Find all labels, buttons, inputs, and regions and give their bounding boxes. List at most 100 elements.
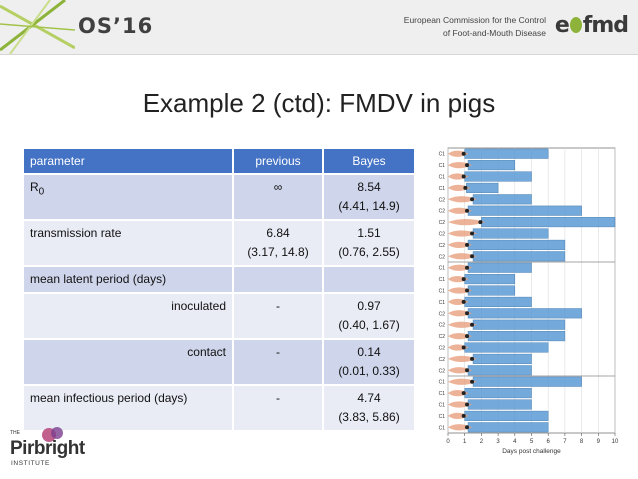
infectious-period-bar	[467, 365, 532, 376]
cell-previous	[233, 265, 324, 293]
row-label: C1	[439, 300, 446, 306]
cell-parameter: mean infectious period (days)	[24, 384, 234, 430]
infectious-period-bar	[466, 182, 499, 193]
latent-estimate-point	[461, 413, 466, 418]
latent-distribution-violin	[448, 230, 478, 237]
x-tick-label: 4	[513, 439, 517, 445]
x-tick-label: 7	[563, 439, 567, 445]
table-row: mean latent period (days)	[24, 265, 416, 293]
latent-estimate-point	[465, 402, 470, 407]
latent-estimate-point	[470, 356, 475, 361]
row-label: C2	[439, 220, 446, 226]
table-row: inoculated - 0.97 (0.40, 1.67)	[24, 292, 416, 339]
latent-estimate-point	[465, 425, 470, 430]
latent-estimate-point	[461, 151, 466, 156]
row-label: C1	[439, 163, 446, 169]
infectious-period-bar	[464, 171, 532, 182]
latent-estimate-point	[465, 208, 470, 213]
x-tick-label: 8	[580, 439, 584, 445]
row-label: C2	[439, 254, 446, 260]
cell-parameter: mean latent period (days)	[24, 265, 234, 293]
infectious-period-bar	[467, 331, 566, 342]
table-row: R0 ∞ 8.54 (4.41, 14.9)	[24, 173, 416, 220]
row-label: C2	[439, 334, 446, 340]
latent-distribution-violin	[448, 253, 478, 260]
column-header-bayes: Bayes	[323, 149, 416, 174]
latent-distribution-violin	[448, 321, 478, 328]
row-label: C1	[439, 403, 446, 409]
eufmd-logo-text: e fmd	[554, 13, 629, 38]
row-label: C1	[439, 266, 446, 272]
table-header-row: parameter previous Bayes	[24, 149, 416, 174]
infectious-period-bar	[472, 251, 566, 262]
cell-parameter: transmission rate	[24, 219, 234, 266]
infectious-period-bar	[472, 319, 566, 330]
infectious-period-bar	[472, 353, 532, 364]
cell-previous: -	[233, 384, 324, 430]
row-label: C2	[439, 368, 446, 374]
latent-estimate-point	[461, 391, 466, 396]
infectious-period-bar	[467, 205, 582, 216]
latent-estimate-point	[470, 197, 475, 202]
latent-estimate-point	[465, 368, 470, 373]
cell-bayes	[323, 265, 416, 293]
latent-estimate-point	[461, 174, 466, 179]
row-label: C1	[439, 414, 446, 420]
column-header-parameter: parameter	[24, 149, 234, 174]
latent-estimate-point	[465, 334, 470, 339]
row-label: C1	[439, 152, 446, 158]
org-name-line-1: European Commission for the Control	[403, 15, 546, 25]
x-tick-label: 5	[530, 439, 534, 445]
row-label: C2	[439, 323, 446, 329]
cell-bayes: 1.51 (0.76, 2.55)	[323, 219, 416, 266]
infectious-period-bar	[464, 296, 532, 307]
x-tick-label: 10	[612, 439, 619, 445]
infectious-period-bar	[464, 410, 549, 421]
infectious-period-bar	[467, 160, 516, 171]
infectious-period-bar	[472, 194, 532, 205]
infectious-period-bar	[472, 228, 549, 239]
slide-title: Example 2 (ctd): FMDV in pigs	[142, 88, 496, 118]
infectious-period-bar	[467, 399, 532, 410]
cell-previous: 6.84 (3.17, 14.8)	[233, 219, 324, 266]
infectious-period-bar	[464, 148, 549, 159]
infectious-period-bar	[467, 239, 566, 250]
cell-previous: ∞	[233, 173, 324, 220]
table-row: contact - 0.14 (0.01, 0.33)	[24, 338, 416, 385]
row-label: C1	[439, 380, 446, 386]
infectious-period-bar	[464, 342, 549, 353]
latent-estimate-point	[470, 254, 475, 259]
row-label: C1	[439, 289, 446, 295]
latent-estimate-point	[463, 185, 468, 190]
cell-bayes: 0.14 (0.01, 0.33)	[323, 338, 416, 385]
latent-distribution-violin	[448, 378, 478, 385]
infectious-period-bar	[467, 308, 582, 319]
latent-estimate-point	[465, 163, 470, 168]
row-label: C1	[439, 175, 446, 181]
row-label: C1	[439, 277, 446, 283]
infectious-period-bar	[464, 388, 532, 399]
row-label: C2	[439, 197, 446, 203]
x-tick-label: 9	[597, 439, 601, 445]
latent-distribution-violin	[448, 218, 486, 226]
latent-estimate-point	[461, 299, 466, 304]
cell-bayes: 4.74 (3.83, 5.86)	[323, 384, 416, 430]
decorative-lines-graphic	[0, 0, 75, 54]
org-name-line-2: of Foot-and-Mouth Disease	[443, 28, 546, 38]
latent-distribution-violin	[448, 355, 478, 363]
row-label: C1	[439, 186, 446, 192]
infectious-period-bar	[464, 274, 516, 285]
column-header-previous: previous	[233, 149, 324, 174]
row-label: C2	[439, 209, 446, 215]
infectious-period-bar	[467, 285, 516, 296]
latent-estimate-point	[465, 265, 470, 270]
cell-bayes: 8.54 (4.41, 14.9)	[323, 173, 416, 220]
x-tick-label: 3	[496, 439, 500, 445]
latent-estimate-point	[461, 345, 466, 350]
latent-estimate-point	[461, 277, 466, 282]
cell-parameter: R0	[24, 173, 234, 220]
x-tick-label: 0	[446, 439, 450, 445]
cell-previous: -	[233, 338, 324, 385]
infection-timeline-chart: C1 C1 C1 C1 C2 C2 C2 C2 C2 C2 C1 C1 C1 C1 C2 C2 C2 C2 C2 C2…	[439, 147, 619, 455]
row-label: C2	[439, 346, 446, 352]
